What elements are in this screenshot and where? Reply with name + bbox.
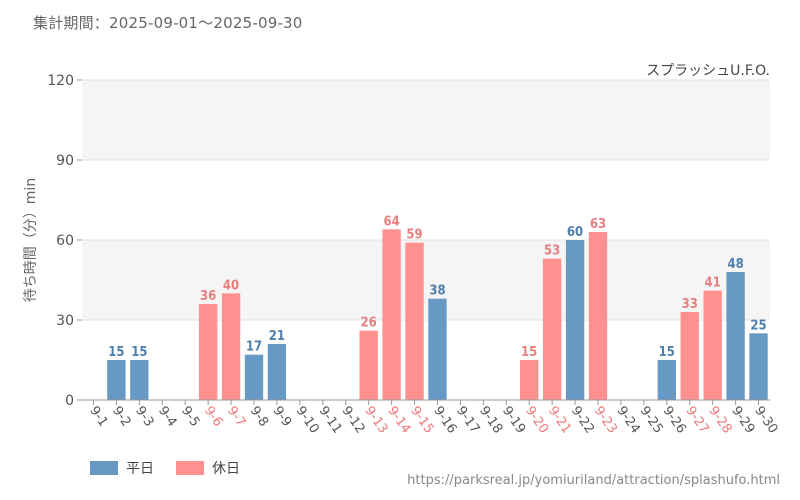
x-tick-label: 9-1: [86, 404, 110, 430]
bar: [520, 360, 539, 400]
value-label: 15: [659, 345, 675, 360]
value-label: 26: [361, 316, 377, 331]
value-label: 33: [682, 297, 698, 312]
bar: [359, 330, 378, 400]
x-tick-label: 9-13: [361, 404, 390, 437]
bar: [107, 360, 126, 400]
x-tick-label: 9-10: [293, 404, 322, 437]
x-tick-label: 9-15: [407, 404, 436, 437]
bar: [703, 290, 722, 400]
value-label: 15: [521, 345, 537, 360]
bar: [726, 272, 745, 400]
bars: [107, 229, 768, 400]
value-label: 40: [223, 278, 239, 293]
legend-weekday: 平日: [90, 458, 154, 478]
value-label: 41: [705, 276, 721, 291]
y-axis-label: 待ち時間（分）min: [23, 178, 39, 302]
plot-band: [82, 80, 770, 160]
legend-holiday-swatch: [176, 461, 204, 475]
bar: [542, 258, 562, 400]
legend-weekday-swatch: [90, 461, 118, 475]
bar: [198, 304, 218, 400]
source-url: https://parksreal.jp/yomiuriland/attract…: [407, 473, 780, 488]
x-axis-ticks: 9-19-29-39-49-59-69-79-89-99-109-119-129…: [86, 400, 780, 436]
y-tick-label: 90: [56, 153, 74, 169]
plot-bands: [82, 80, 770, 320]
bar: [565, 240, 585, 400]
x-tick-label: 9-21: [545, 404, 574, 437]
x-tick-label: 9-2: [109, 404, 133, 430]
x-tick-label: 9-27: [682, 404, 711, 437]
y-tick-label: 120: [47, 73, 74, 89]
plot-band: [82, 240, 770, 320]
x-tick-label: 9-19: [499, 404, 528, 437]
x-tick-label: 9-16: [430, 404, 459, 437]
bar: [588, 232, 608, 400]
bar: [130, 360, 149, 400]
grid-lines: [82, 79, 770, 321]
value-label: 36: [200, 289, 216, 304]
bar: [382, 229, 401, 400]
bar: [680, 312, 699, 400]
bar: [657, 360, 676, 400]
value-label: 17: [246, 340, 262, 355]
x-tick-label: 9-8: [247, 404, 271, 430]
value-label: 63: [590, 217, 606, 232]
bar: [267, 344, 287, 400]
y-axis-ticks: 0 30 60 90 120: [47, 73, 82, 409]
x-tick-label: 9-4: [155, 404, 179, 430]
value-label: 59: [406, 228, 422, 243]
x-tick-label: 9-6: [201, 404, 225, 430]
bar: [428, 298, 447, 400]
x-tick-label: 9-18: [476, 404, 505, 437]
x-tick-label: 9-24: [614, 404, 643, 437]
value-label: 21: [269, 329, 285, 344]
value-label: 53: [544, 244, 560, 259]
bar: [244, 354, 264, 400]
chart-title: スプラッシュU.F.O.: [646, 63, 770, 79]
legend-holiday: 休日: [176, 458, 240, 478]
value-label: 15: [108, 345, 124, 360]
x-tick-label: 9-3: [132, 404, 156, 430]
x-tick-label: 9-28: [705, 404, 734, 437]
x-tick-label: 9-14: [384, 404, 413, 437]
x-tick-label: 9-17: [453, 404, 482, 437]
x-tick-label: 9-20: [522, 404, 551, 437]
bar: [749, 333, 768, 400]
x-tick-label: 9-9: [270, 404, 294, 430]
value-labels: 15 15 36 40 17 21 26 64 59 38 15 53 60 63 15 33 41 48 25: [108, 214, 766, 360]
y-tick-label: 0: [65, 393, 74, 409]
x-tick-label: 9-23: [591, 404, 620, 437]
value-label: 25: [750, 318, 766, 333]
x-tick-label: 9-30: [751, 404, 780, 437]
y-tick-label: 60: [56, 233, 74, 249]
value-label: 15: [131, 345, 147, 360]
x-tick-label: 9-12: [338, 404, 367, 437]
x-tick-label: 9-25: [637, 404, 666, 437]
value-label: 60: [567, 225, 583, 240]
x-tick-label: 9-29: [728, 404, 757, 437]
bar: [221, 293, 241, 400]
period-label: 集計期間：2025-09-01～2025-09-30: [33, 14, 303, 32]
x-tick-label: 9-26: [660, 404, 689, 437]
value-label: 48: [727, 257, 743, 272]
legend: 平日 休日: [90, 458, 262, 478]
x-tick-label: 9-7: [224, 404, 248, 430]
value-label: 64: [383, 214, 399, 229]
x-tick-label: 9-22: [568, 404, 597, 437]
x-tick-label: 9-5: [178, 404, 202, 430]
bar: [405, 242, 424, 400]
legend-weekday-label: 平日: [126, 461, 154, 477]
value-label: 38: [429, 284, 445, 299]
y-tick-label: 30: [56, 313, 74, 329]
legend-holiday-label: 休日: [212, 461, 240, 477]
x-tick-label: 9-11: [316, 404, 345, 437]
